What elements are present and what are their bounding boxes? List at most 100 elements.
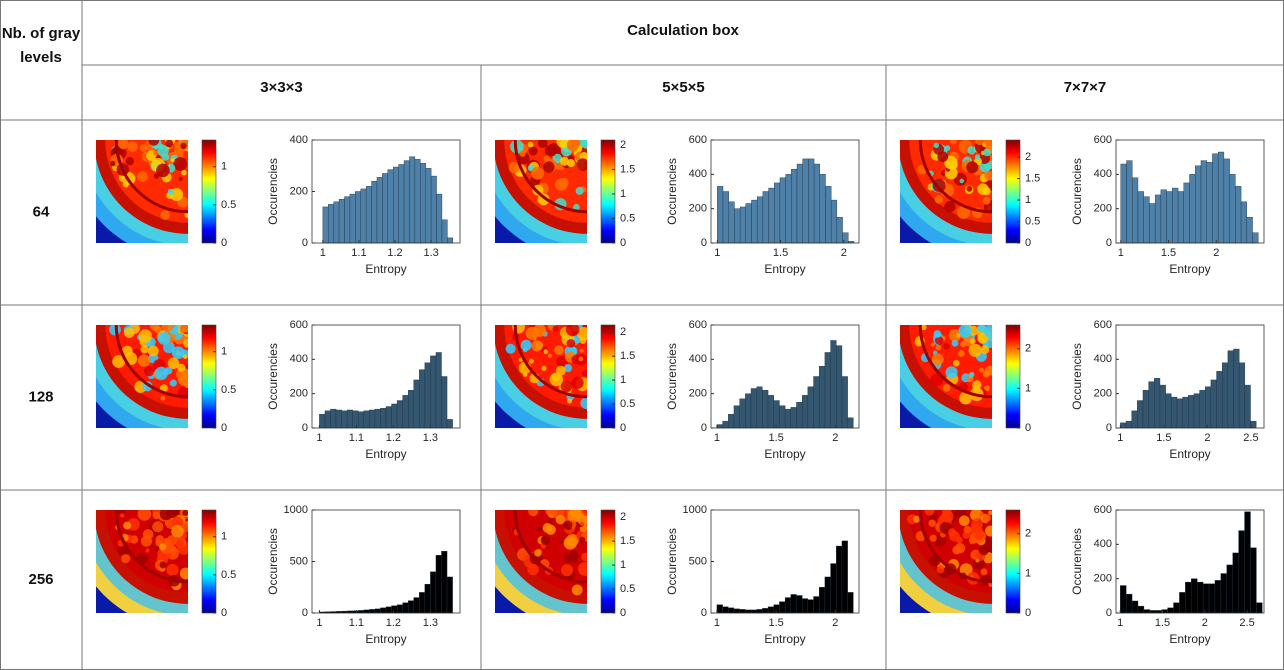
texture: [563, 536, 577, 550]
texture: [560, 380, 573, 393]
histogram-bar: [1217, 151, 1225, 244]
slice-image: [96, 510, 188, 613]
texture: [552, 325, 559, 332]
histogram-bar: [1160, 189, 1167, 244]
histogram-bar: [430, 355, 437, 429]
colorbar-tick-label: 0: [221, 607, 227, 619]
x-axis-label: Entropy: [1169, 262, 1210, 276]
texture: [157, 145, 169, 157]
texture: [966, 161, 979, 174]
y-axis-label: Occurencies: [665, 343, 679, 410]
row-header: Nb. of gray levels: [1, 25, 81, 66]
x-axis-label: Entropy: [764, 447, 805, 461]
texture: [169, 379, 177, 387]
texture: [580, 521, 585, 527]
x-axis-label: Entropy: [1169, 632, 1210, 646]
colorbar: [600, 324, 616, 429]
texture: [177, 363, 186, 372]
texture: [537, 140, 548, 149]
texture: [157, 332, 171, 345]
texture: [567, 510, 582, 523]
slice-image: [96, 140, 188, 243]
texture: [140, 345, 149, 354]
texture: [982, 186, 991, 196]
texture: [531, 340, 543, 352]
colorbar-tick-label: 2: [1025, 528, 1031, 540]
y-tick-label: 500: [689, 555, 707, 567]
histogram-bar: [796, 595, 803, 614]
texture: [581, 140, 587, 149]
histogram-bar: [352, 410, 359, 429]
y-tick-label: 600: [290, 319, 308, 331]
histogram-bar: [1240, 201, 1248, 244]
histogram-bar: [322, 206, 329, 244]
histogram-bar: [1131, 600, 1139, 614]
texture: [963, 335, 975, 347]
texture: [148, 140, 160, 146]
histogram-bar: [819, 174, 826, 244]
texture: [959, 178, 965, 184]
texture: [528, 510, 539, 517]
histogram-bar: [824, 576, 831, 614]
texture: [112, 355, 126, 368]
inner-ring: [918, 510, 992, 584]
slice-image: [96, 325, 188, 428]
texture: [137, 354, 151, 367]
histogram-bar: [408, 600, 414, 614]
texture: [934, 195, 944, 204]
histogram-bar: [1250, 547, 1257, 614]
histogram-bar: [819, 587, 826, 614]
y-tick-label: 400: [689, 168, 707, 180]
x-axis-label: Entropy: [764, 632, 805, 646]
histogram-bar: [745, 203, 752, 244]
histogram-bar: [808, 158, 815, 244]
texture: [566, 140, 579, 152]
histogram-bar: [344, 196, 351, 244]
histogram-bar: [1199, 390, 1206, 429]
texture: [571, 376, 584, 389]
histogram-bar: [338, 199, 345, 244]
texture: [982, 514, 991, 523]
histogram-bar: [435, 352, 442, 429]
histogram-bar: [441, 219, 448, 244]
texture: [180, 328, 185, 334]
texture: [983, 385, 990, 392]
texture: [547, 353, 553, 358]
texture: [160, 210, 170, 220]
colorbar-tick-label: 1.5: [1025, 173, 1040, 185]
histogram-bar: [1125, 593, 1133, 614]
histogram-bar: [385, 606, 392, 614]
texture: [948, 329, 962, 342]
histogram-bar: [767, 606, 774, 614]
colorbar-tick-label: 1: [1025, 382, 1031, 394]
texture: [936, 565, 945, 574]
texture: [966, 185, 973, 192]
colorbar-tick-label: 0: [620, 607, 626, 619]
histogram-bar: [790, 594, 797, 614]
texture: [982, 370, 990, 378]
texture: [952, 359, 960, 367]
histogram-bar: [717, 186, 724, 244]
histogram-bar: [773, 400, 780, 429]
texture: [156, 163, 170, 178]
texture: [109, 160, 116, 167]
y-tick-label: 600: [1094, 134, 1112, 146]
histogram-bar: [733, 405, 740, 429]
y-tick-label: 600: [689, 319, 707, 331]
histogram-bar: [387, 169, 394, 244]
y-tick-label: 600: [689, 134, 707, 146]
texture: [933, 330, 942, 338]
y-tick-label: 1000: [683, 504, 707, 516]
x-tick-label: 1.1: [349, 617, 364, 629]
y-tick-label: 0: [1106, 422, 1112, 434]
y-tick-label: 400: [1094, 353, 1112, 365]
histogram-bar: [341, 410, 348, 429]
colorbar-tick-label: 1: [221, 161, 227, 173]
texture: [125, 156, 135, 166]
texture: [122, 181, 129, 188]
inner-ring: [513, 325, 587, 399]
x-tick-label: 2.5: [1243, 432, 1258, 444]
y-tick-label: 0: [701, 237, 707, 249]
histogram-bar: [767, 395, 774, 429]
histogram-bar: [393, 166, 399, 244]
